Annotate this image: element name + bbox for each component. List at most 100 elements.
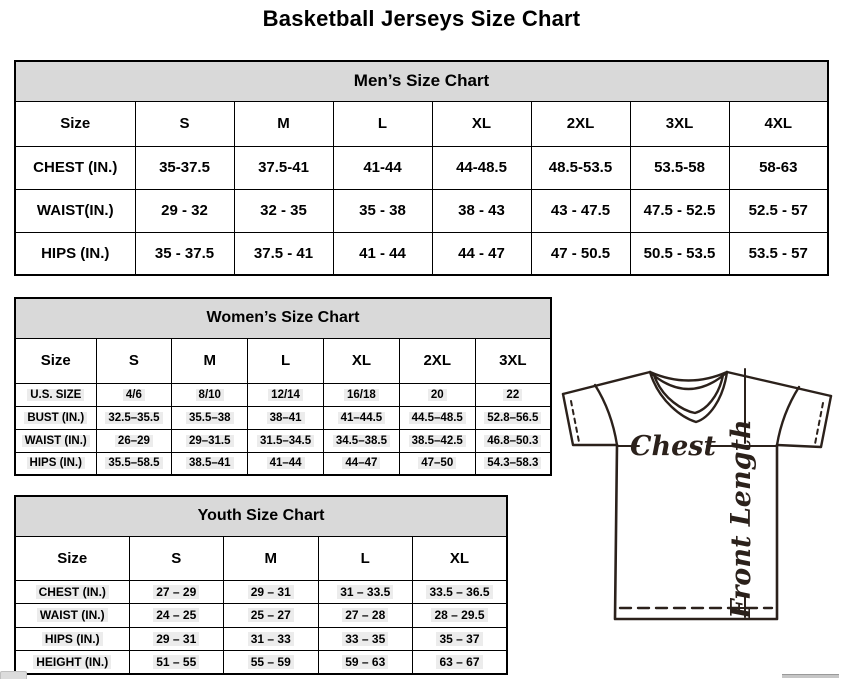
column-header: S — [134, 100, 235, 147]
cell: 32 - 35 — [233, 188, 334, 233]
cell: 37.5-41 — [233, 145, 334, 190]
cell-text: 38.5–41 — [185, 457, 234, 470]
table-row: U.S. SIZE 4/6 8/10 12/14 16/18 20 22 — [14, 382, 552, 407]
cell-text: 27 – 29 — [153, 584, 200, 599]
table-row: HIPS (IN.) 29 – 31 31 – 33 33 – 35 35 – … — [14, 626, 508, 651]
jersey-outline — [561, 368, 833, 621]
vneck-inner — [652, 373, 725, 415]
cell: 24 – 25 — [128, 603, 224, 628]
cell-text: 38.5–42.5 — [408, 434, 466, 447]
cell: 38–41 — [247, 405, 324, 430]
row-label: HEIGHT (IN.) — [14, 650, 130, 675]
cell-text: 63 – 67 — [436, 655, 483, 669]
row-label: CHEST (IN.) — [14, 579, 130, 604]
cell-text: 33.5 – 36.5 — [426, 584, 493, 599]
cell-text: 47–50 — [418, 457, 457, 470]
row-label-text: BUST (IN.) — [24, 411, 88, 424]
right-cuff-seam — [814, 402, 824, 445]
cell: 46.8–50.3 — [474, 428, 552, 453]
cell: 52.8–56.5 — [474, 405, 552, 430]
column-header: M — [223, 535, 319, 581]
mens-table-band: Men’s Size Chart — [14, 60, 829, 102]
youth-table-title: Youth Size Chart — [14, 495, 508, 537]
cell: 53.5-58 — [629, 145, 730, 190]
cell-text: 16/18 — [344, 388, 379, 401]
cell-text: 29 – 31 — [153, 631, 200, 646]
womens-header-row: Size S M L XL 2XL 3XL — [14, 337, 552, 384]
womens-table-band: Women’s Size Chart — [14, 297, 552, 339]
cell: 27 – 28 — [317, 603, 413, 628]
cell-text: 34.5–38.5 — [332, 434, 390, 447]
row-label: U.S. SIZE — [14, 382, 97, 407]
cell-text: 27 – 28 — [342, 608, 389, 623]
cell: 31 – 33 — [223, 626, 319, 651]
cell: 27 – 29 — [128, 579, 224, 604]
cell: 22 — [474, 382, 552, 407]
cell: 29 - 32 — [134, 188, 235, 233]
cell: 35 - 37.5 — [134, 231, 235, 276]
column-header: S — [128, 535, 224, 581]
table-row: HIPS (IN.) 35 - 37.5 37.5 - 41 41 - 44 4… — [14, 231, 829, 276]
cell: 38.5–41 — [171, 451, 249, 476]
youth-table: Youth Size Chart Size S M L XL CHEST (IN… — [14, 495, 508, 675]
scrollbar-fragment-left[interactable] — [0, 671, 27, 679]
column-header: Size — [14, 337, 97, 384]
cell: 52.5 - 57 — [728, 188, 829, 233]
row-label: HIPS (IN.) — [14, 451, 97, 476]
row-label: WAIST (IN.) — [14, 603, 130, 628]
cell: 59 – 63 — [317, 650, 413, 675]
page-title: Basketball Jerseys Size Chart — [262, 6, 581, 31]
cell-text: 46.8–50.3 — [484, 434, 542, 447]
womens-size-chart: Women’s Size Chart Size S M L XL 2XL 3XL… — [14, 297, 552, 476]
cell: 44 - 47 — [431, 231, 532, 276]
row-label: HIPS (IN.) — [14, 626, 130, 651]
cell: 47.5 - 52.5 — [629, 188, 730, 233]
cell-text: 35.5–58.5 — [105, 457, 163, 470]
cell: 35-37.5 — [134, 145, 235, 190]
row-label-text: CHEST (IN.) — [35, 584, 109, 599]
cell-text: 59 – 63 — [342, 655, 389, 669]
cell: 31.5–34.5 — [247, 428, 324, 453]
cell: 51 – 55 — [128, 650, 224, 675]
cell: 54.3–58.3 — [474, 451, 552, 476]
cell: 44.5–48.5 — [398, 405, 476, 430]
cell: 41–44 — [247, 451, 324, 476]
left-cuff-seam — [570, 400, 580, 443]
column-header: 3XL — [629, 100, 730, 147]
row-label-text: U.S. SIZE — [27, 388, 85, 401]
table-row: CHEST (IN.) 27 – 29 29 – 31 31 – 33.5 33… — [14, 579, 508, 604]
cell: 44–47 — [322, 451, 400, 476]
cell: 63 – 67 — [412, 650, 508, 675]
row-label: WAIST (IN.) — [14, 428, 97, 453]
cell: 28 – 29.5 — [412, 603, 508, 628]
row-label: BUST (IN.) — [14, 405, 97, 430]
column-header: L — [247, 337, 324, 384]
column-header: 2XL — [530, 100, 631, 147]
column-header: 4XL — [728, 100, 829, 147]
cell: 41–44.5 — [322, 405, 400, 430]
cell-text: 4/6 — [122, 388, 145, 401]
cell: 29 – 31 — [128, 626, 224, 651]
column-header: XL — [431, 100, 532, 147]
cell: 50.5 - 53.5 — [629, 231, 730, 276]
cell-text: 24 – 25 — [153, 608, 200, 623]
youth-header-row: Size S M L XL — [14, 535, 508, 581]
cell: 37.5 - 41 — [233, 231, 334, 276]
cell: 31 – 33.5 — [317, 579, 413, 604]
chest-label: Chest — [630, 431, 716, 462]
cell: 35 - 38 — [332, 188, 433, 233]
table-row: WAIST (IN.) 24 – 25 25 – 27 27 – 28 28 –… — [14, 603, 508, 628]
cell: 47–50 — [398, 451, 476, 476]
cell: 12/14 — [247, 382, 324, 407]
womens-table: Women’s Size Chart Size S M L XL 2XL 3XL… — [14, 297, 552, 476]
column-header: L — [332, 100, 433, 147]
mens-header-row: Size S M L XL 2XL 3XL 4XL — [14, 100, 829, 147]
cell-text: 22 — [503, 388, 523, 401]
cell: 35.5–58.5 — [95, 451, 173, 476]
scrollbar-fragment-right[interactable] — [782, 674, 839, 678]
cell-text: 44–47 — [342, 457, 381, 470]
cell: 53.5 - 57 — [728, 231, 829, 276]
cell: 33 – 35 — [317, 626, 413, 651]
cell: 26–29 — [95, 428, 173, 453]
jersey-measurement-diagram: Chest Front Length — [561, 368, 833, 621]
